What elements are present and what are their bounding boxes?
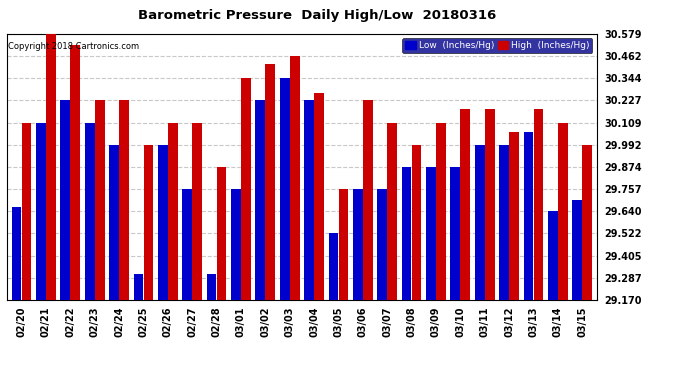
Bar: [70, 45, 80, 300]
Bar: [168, 123, 177, 300]
Bar: [500, 145, 509, 300]
Bar: [412, 145, 422, 300]
Bar: [328, 234, 338, 300]
Bar: [119, 100, 129, 300]
Bar: [339, 189, 348, 300]
Bar: [231, 189, 241, 300]
Bar: [21, 123, 32, 300]
Bar: [377, 189, 387, 300]
Bar: [402, 167, 411, 300]
Bar: [558, 123, 568, 300]
Bar: [582, 145, 592, 300]
Bar: [485, 109, 495, 300]
Bar: [109, 145, 119, 300]
Bar: [314, 93, 324, 300]
Bar: [207, 273, 217, 300]
Bar: [12, 207, 21, 300]
Bar: [241, 78, 250, 300]
Text: Copyright 2018 Cartronics.com: Copyright 2018 Cartronics.com: [8, 42, 139, 51]
Bar: [36, 123, 46, 300]
Bar: [426, 167, 436, 300]
Bar: [134, 273, 144, 300]
Bar: [572, 200, 582, 300]
Legend: Low  (Inches/Hg), High  (Inches/Hg): Low (Inches/Hg), High (Inches/Hg): [402, 38, 592, 53]
Bar: [533, 109, 543, 300]
Bar: [158, 145, 168, 300]
Bar: [460, 109, 470, 300]
Bar: [85, 123, 95, 300]
Bar: [61, 100, 70, 300]
Bar: [475, 145, 484, 300]
Bar: [217, 167, 226, 300]
Text: Barometric Pressure  Daily High/Low  20180316: Barometric Pressure Daily High/Low 20180…: [138, 9, 497, 22]
Bar: [182, 189, 192, 300]
Bar: [95, 100, 104, 300]
Bar: [353, 189, 363, 300]
Bar: [524, 132, 533, 300]
Bar: [290, 56, 299, 300]
Bar: [255, 100, 265, 300]
Bar: [548, 211, 558, 300]
Bar: [436, 123, 446, 300]
Bar: [280, 78, 290, 300]
Bar: [46, 34, 56, 300]
Bar: [266, 64, 275, 300]
Bar: [304, 100, 314, 300]
Bar: [387, 123, 397, 300]
Bar: [193, 123, 202, 300]
Bar: [144, 145, 153, 300]
Bar: [509, 132, 519, 300]
Bar: [451, 167, 460, 300]
Bar: [363, 100, 373, 300]
